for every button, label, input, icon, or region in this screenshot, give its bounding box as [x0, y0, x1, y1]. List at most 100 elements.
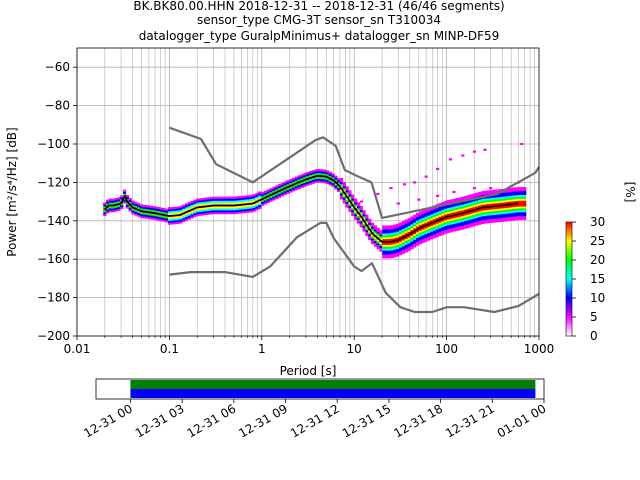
density-cell: [506, 201, 510, 204]
density-cell: [466, 216, 470, 219]
density-cell: [272, 196, 276, 199]
x-tick-label: 1000: [524, 342, 555, 356]
density-cell: [436, 167, 440, 171]
density-cell: [427, 232, 431, 235]
density-cell: [492, 212, 496, 216]
density-cell: [430, 225, 434, 228]
figure-title: BK.BK80.00.HHN 2018-12-31 -- 2018-12-31 …: [133, 0, 504, 43]
density-cell: [452, 206, 456, 209]
density-cell: [221, 200, 225, 203]
density-cell: [201, 201, 206, 204]
density-cell: [348, 209, 352, 212]
timeline-tick-label: 12-31 18: [391, 401, 445, 440]
density-cell: [365, 231, 369, 235]
density-cell: [407, 221, 411, 225]
density-cell: [520, 208, 524, 211]
density-cell: [317, 180, 321, 183]
density-cell: [370, 224, 375, 227]
density-cell: [494, 189, 499, 192]
density-cell: [311, 177, 315, 181]
density-cell: [103, 210, 107, 213]
density-cell: [139, 208, 144, 211]
density-cell: [196, 213, 200, 217]
density-cell: [292, 185, 296, 188]
density-cell: [235, 202, 239, 205]
density-cell: [289, 180, 293, 184]
density-cell: [413, 220, 417, 223]
density-cell: [356, 204, 361, 207]
density-cell: [444, 231, 448, 234]
density-cell: [339, 189, 344, 192]
density-cell: [201, 199, 206, 202]
density-cell: [438, 233, 442, 237]
density-cell: [238, 199, 242, 203]
density-cell: [137, 212, 141, 215]
density-cell: [508, 216, 513, 219]
density-cell: [297, 182, 301, 186]
density-cell: [241, 211, 245, 214]
density-cell: [176, 210, 180, 213]
density-cell: [483, 209, 487, 213]
density-cell: [401, 220, 406, 224]
density-cell: [337, 189, 341, 192]
density-cell: [427, 224, 431, 228]
density-cell: [494, 218, 499, 221]
density-cell: [275, 196, 279, 200]
density-cell: [492, 216, 496, 219]
density-cell: [399, 253, 403, 256]
density-cell: [190, 214, 194, 217]
density-cell: [280, 190, 284, 193]
density-cell: [325, 179, 330, 183]
density-cell: [241, 195, 245, 198]
density-cell: [125, 202, 129, 205]
density-cell: [230, 212, 234, 215]
density-cell: [266, 189, 270, 192]
density-cell: [461, 208, 465, 211]
density-cell: [427, 213, 431, 216]
density-cell: [241, 209, 245, 212]
density-cell: [503, 192, 507, 195]
density-cell: [266, 200, 270, 204]
density-cell: [184, 216, 189, 219]
density-cell: [227, 196, 231, 199]
density-cell: [370, 228, 375, 231]
density-cell: [241, 201, 245, 204]
density-cell: [517, 196, 521, 199]
density-cell: [404, 225, 408, 228]
density-cell: [432, 214, 437, 218]
density-cell: [506, 190, 510, 193]
density-cell: [261, 199, 265, 202]
density-cell: [418, 238, 423, 241]
density-cell: [376, 233, 380, 236]
density-cell: [159, 211, 163, 214]
density-cell: [359, 213, 363, 216]
density-cell: [162, 219, 166, 222]
density-cell: [365, 222, 369, 225]
density-cell: [111, 206, 115, 209]
density-cell: [514, 212, 518, 215]
density-cell: [517, 208, 521, 211]
density-cell: [444, 227, 448, 230]
density-cell: [517, 194, 521, 197]
timeline-bar: [130, 389, 536, 398]
density-cell: [204, 197, 208, 200]
density-cell: [469, 223, 473, 226]
density-cell: [432, 236, 437, 239]
density-cell: [452, 215, 456, 219]
density-cell: [106, 209, 110, 212]
density-cell: [376, 229, 380, 232]
density-cell: [204, 210, 208, 214]
density-cell: [449, 218, 454, 221]
density-cell: [294, 180, 299, 183]
density-cell: [286, 189, 290, 192]
density-cell: [128, 209, 132, 212]
density-cell: [387, 231, 392, 234]
density-cell: [199, 207, 203, 210]
density-cell: [193, 201, 197, 204]
density-cell: [283, 191, 287, 194]
density-cell: [472, 218, 476, 221]
density-cell: [230, 200, 234, 203]
density-cell: [179, 211, 183, 214]
density-cell: [370, 234, 375, 237]
density-cell: [478, 209, 482, 212]
